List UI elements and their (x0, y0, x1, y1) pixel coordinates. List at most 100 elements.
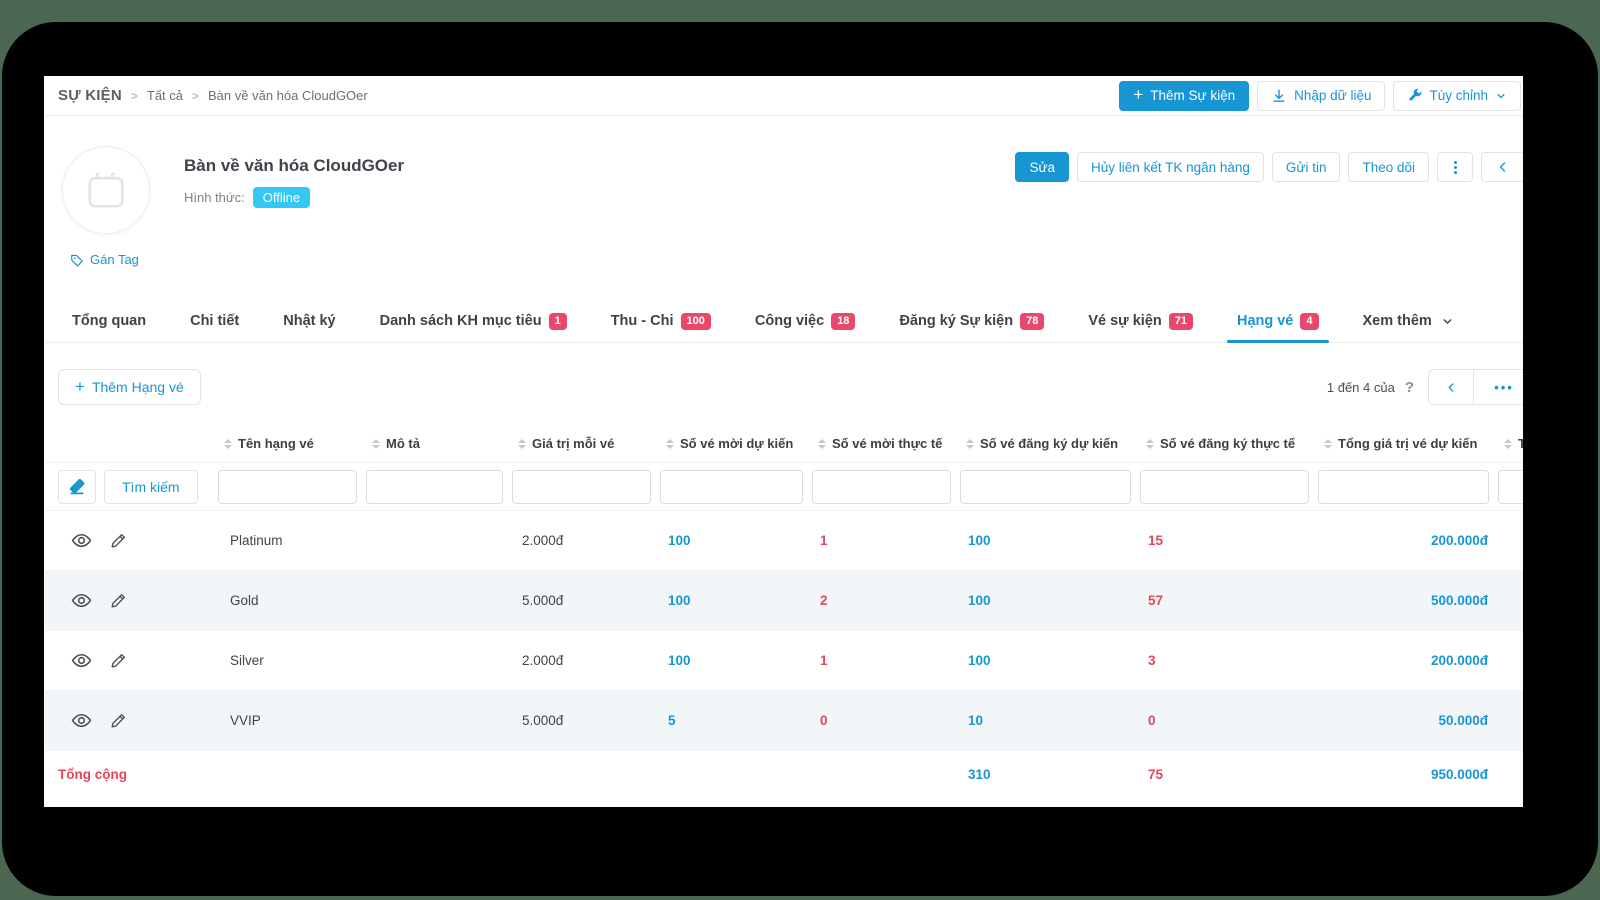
cell-total-expected: 200.000đ (1430, 533, 1488, 548)
filter-input-description[interactable] (366, 469, 503, 504)
column-header-price[interactable]: Giá trị mỗi vé (512, 436, 660, 451)
view-icon[interactable] (71, 530, 92, 551)
cell-total-expected: 50.000đ (1438, 713, 1488, 728)
unlink-bank-button[interactable]: Hủy liên kết TK ngân hàng (1077, 152, 1264, 182)
cell-invite-expected: 100 (668, 593, 691, 608)
add-event-button[interactable]: + Thêm Sự kiện (1119, 80, 1250, 111)
filter-input-price[interactable] (512, 469, 651, 504)
sort-icon[interactable] (966, 438, 974, 449)
column-header-register-expected[interactable]: Số vé đăng ký dự kiến (960, 436, 1140, 451)
filter-cell-clipped (1498, 469, 1523, 504)
send-message-button[interactable]: Gửi tin (1271, 152, 1341, 182)
column-header-description[interactable]: Mô tả (366, 436, 512, 451)
table-row[interactable]: VVIP 5.000đ 5 0 10 0 50.000đ (44, 691, 1523, 751)
column-header-register-actual[interactable]: Số vé đăng ký thực tế (1140, 436, 1318, 451)
table-totals-row: Tổng cộng 310 75 950.000đ (44, 751, 1523, 797)
tab-xem-them[interactable]: Xem thêm (1341, 300, 1476, 342)
column-header-clipped[interactable]: T (1498, 436, 1523, 451)
tab-bar: Tổng quan Chi tiết Nhật ký Danh sách KH … (44, 300, 1523, 343)
filter-input-total-expected[interactable] (1318, 469, 1489, 504)
tab-chi-tiet[interactable]: Chi tiết (190, 313, 240, 329)
clear-filters-button[interactable] (58, 469, 96, 504)
download-icon (1273, 89, 1285, 102)
table-row[interactable]: Silver 2.000đ 100 1 100 3 200.000đ (44, 631, 1523, 691)
view-icon[interactable] (71, 650, 92, 671)
table-row[interactable]: Gold 5.000đ 100 2 100 57 500.000đ (44, 571, 1523, 631)
assign-tag-label: Gán Tag (90, 252, 139, 267)
tab-dang-ky-su-kien[interactable]: Đăng ký Sự kiện 78 (877, 300, 1066, 342)
column-header-total-expected[interactable]: Tổng giá trị vé dự kiến (1318, 436, 1498, 451)
sort-icon[interactable] (818, 438, 826, 449)
column-header-invite-actual[interactable]: Số vé mời thực tế (812, 436, 960, 451)
edit-button[interactable]: Sửa (1015, 152, 1070, 182)
cell-name: Platinum (230, 533, 283, 548)
filter-input-clipped[interactable] (1498, 469, 1523, 504)
edit-icon[interactable] (109, 652, 127, 670)
cell-price: 5.000đ (522, 593, 564, 608)
tab-hang-ve[interactable]: Hạng vé 4 (1215, 300, 1341, 343)
pagination-total-help[interactable]: ? (1404, 378, 1414, 396)
breadcrumb-section[interactable]: SỰ KIỆN (58, 87, 122, 104)
tab-badge: 100 (680, 312, 711, 330)
column-header-invite-expected[interactable]: Số vé mời dự kiến (660, 436, 812, 451)
sort-icon[interactable] (666, 438, 674, 449)
cell-register-expected: 100 (968, 593, 991, 608)
sort-icon[interactable] (518, 438, 526, 449)
edit-icon[interactable] (109, 592, 127, 610)
edit-icon[interactable] (109, 532, 127, 550)
sort-icon[interactable] (372, 438, 380, 449)
cell-invite-expected: 5 (668, 713, 676, 728)
more-actions-button[interactable] (1437, 152, 1473, 182)
add-ticket-class-button[interactable]: + Thêm Hạng vé (58, 369, 201, 405)
cell-invite-actual: 1 (820, 533, 828, 548)
sort-icon[interactable] (224, 438, 232, 449)
filter-cell-price (512, 469, 660, 504)
filter-cell-register-actual (1140, 469, 1318, 504)
cell-register-actual: 3 (1148, 653, 1156, 668)
sort-icon[interactable] (1324, 438, 1332, 449)
filter-input-register-actual[interactable] (1140, 469, 1309, 504)
tab-danh-sach-kh[interactable]: Danh sách KH mục tiêu 1 (358, 300, 589, 342)
cell-register-expected: 100 (968, 533, 991, 548)
follow-button[interactable]: Theo dõi (1348, 152, 1429, 182)
search-button[interactable]: Tìm kiếm (104, 469, 198, 504)
tab-nhat-ky[interactable]: Nhật ký (283, 313, 336, 329)
breadcrumb-all[interactable]: Tất cả (146, 88, 183, 103)
chevron-down-icon (1497, 93, 1505, 98)
breadcrumb-current: Bàn về văn hóa CloudGOer (208, 88, 368, 103)
more-pages-button[interactable]: ••• (1473, 369, 1523, 405)
cell-total-expected: 200.000đ (1430, 653, 1488, 668)
filter-input-invite-actual[interactable] (812, 469, 951, 504)
table-row[interactable]: Platinum 2.000đ 100 1 100 15 200.000đ (44, 511, 1523, 571)
assign-tag-link[interactable]: Gán Tag (70, 252, 139, 267)
eraser-icon (69, 478, 85, 494)
breadcrumb-separator: > (130, 88, 138, 103)
chevron-left-icon (1499, 162, 1506, 172)
filter-input-register-expected[interactable] (960, 469, 1131, 504)
view-icon[interactable] (71, 590, 92, 611)
import-data-button[interactable]: Nhập dữ liệu (1257, 80, 1386, 111)
tab-badge: 1 (548, 312, 567, 330)
prev-page-button[interactable] (1428, 369, 1474, 405)
tab-cong-viec[interactable]: Công việc 18 (733, 300, 878, 342)
tab-thu-chi[interactable]: Thu - Chi 100 (589, 300, 733, 342)
cell-invite-actual: 2 (820, 593, 828, 608)
event-header: Gán Tag Bàn về văn hóa CloudGOer Hình th… (44, 116, 1523, 300)
tab-badge: 71 (1168, 312, 1193, 330)
event-avatar[interactable] (62, 146, 150, 234)
column-header-name[interactable]: Tên hạng vé (218, 436, 366, 451)
sort-icon[interactable] (1146, 438, 1154, 449)
collapse-panel-button[interactable] (1481, 152, 1523, 182)
sort-icon[interactable] (1504, 438, 1512, 449)
cell-register-actual: 57 (1148, 593, 1164, 608)
totals-total-expected: 950.000đ (1430, 766, 1488, 782)
customize-button[interactable]: Tùy chỉnh (1393, 80, 1521, 111)
edit-icon[interactable] (109, 712, 127, 730)
format-value-badge: Offline (252, 187, 311, 208)
tab-tong-quan[interactable]: Tổng quan (72, 313, 147, 329)
filter-cell-name (218, 469, 366, 504)
filter-input-name[interactable] (218, 469, 357, 504)
view-icon[interactable] (71, 710, 92, 731)
tab-ve-su-kien[interactable]: Vé sự kiện 71 (1066, 300, 1215, 342)
filter-input-invite-expected[interactable] (660, 469, 803, 504)
